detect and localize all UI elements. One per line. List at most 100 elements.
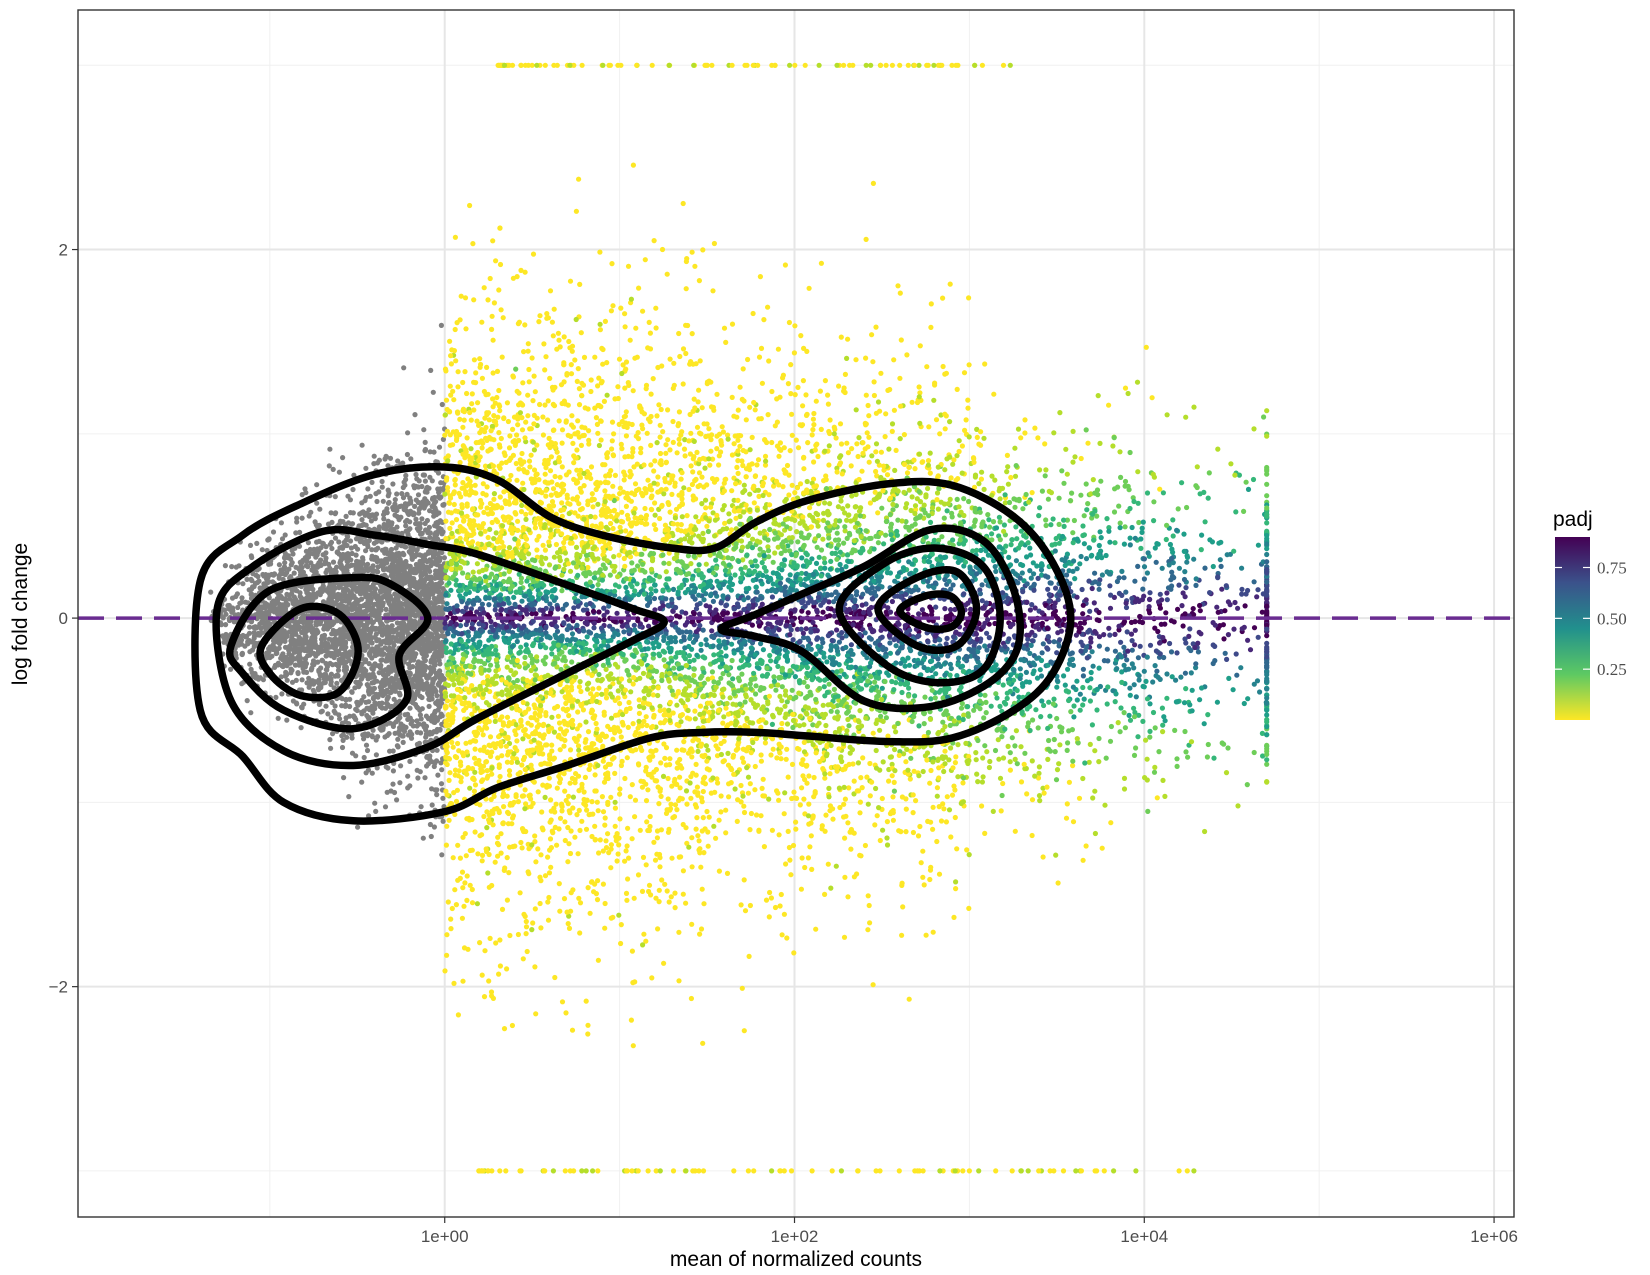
data-point xyxy=(341,568,347,574)
data-point xyxy=(435,772,441,778)
data-point xyxy=(422,439,428,445)
data-point xyxy=(428,574,434,580)
data-point xyxy=(408,583,414,589)
data-point xyxy=(375,734,381,740)
data-point xyxy=(1127,717,1134,723)
data-point xyxy=(303,490,309,496)
data-point xyxy=(996,514,1003,520)
data-point xyxy=(296,634,302,640)
data-point xyxy=(410,723,416,729)
data-point xyxy=(570,440,576,446)
data-point xyxy=(223,622,229,628)
data-point xyxy=(352,543,358,550)
data-point xyxy=(362,624,368,631)
data-point xyxy=(239,650,245,657)
data-point xyxy=(361,521,367,528)
data-point xyxy=(433,649,439,655)
data-point xyxy=(315,659,321,665)
data-point xyxy=(419,706,425,712)
data-point xyxy=(414,718,420,724)
data-point xyxy=(665,775,671,782)
data-point xyxy=(352,562,358,568)
data-point xyxy=(853,407,859,413)
data-point xyxy=(208,589,214,595)
data-point xyxy=(331,685,337,691)
data-point xyxy=(398,763,404,769)
data-point xyxy=(441,555,447,561)
data-point xyxy=(536,319,542,325)
data-point xyxy=(585,729,592,735)
data-point xyxy=(891,357,897,363)
data-point xyxy=(576,747,582,753)
data-point xyxy=(347,538,354,544)
data-point xyxy=(645,787,651,793)
data-point xyxy=(361,754,367,761)
data-point xyxy=(301,669,307,675)
data-point xyxy=(566,713,572,719)
data-point xyxy=(592,772,598,778)
data-point xyxy=(338,558,344,564)
data-point xyxy=(618,940,624,947)
data-point xyxy=(332,535,339,541)
data-point xyxy=(414,476,420,482)
data-point xyxy=(976,481,982,487)
data-point xyxy=(361,568,367,574)
data-point xyxy=(265,537,271,543)
data-point xyxy=(561,334,567,340)
data-point xyxy=(379,478,385,485)
data-point xyxy=(435,599,441,605)
data-point xyxy=(401,543,407,549)
data-point xyxy=(341,638,347,644)
data-point xyxy=(348,521,355,527)
data-point xyxy=(430,606,436,612)
data-point xyxy=(593,415,600,421)
data-point xyxy=(365,544,371,550)
data-point xyxy=(1039,698,1045,704)
data-point xyxy=(344,734,350,740)
data-point xyxy=(424,673,430,679)
data-point xyxy=(308,667,314,673)
data-point xyxy=(384,556,390,562)
data-point xyxy=(532,833,538,839)
data-point xyxy=(766,492,772,498)
data-point xyxy=(389,703,395,710)
data-point xyxy=(379,621,385,627)
data-point xyxy=(251,635,257,641)
data-point xyxy=(694,424,701,430)
data-point xyxy=(374,498,380,505)
data-point xyxy=(617,791,623,797)
data-point xyxy=(235,604,241,611)
data-point xyxy=(378,680,384,686)
data-point xyxy=(371,649,377,655)
data-point xyxy=(332,636,338,643)
data-point xyxy=(284,717,290,723)
data-point xyxy=(401,552,407,558)
data-point xyxy=(439,713,445,719)
data-point xyxy=(481,994,488,1000)
data-point xyxy=(658,760,664,766)
data-point xyxy=(316,686,322,692)
data-point xyxy=(411,576,417,582)
data-point xyxy=(432,719,438,726)
data-point xyxy=(1007,750,1013,756)
data-point xyxy=(304,648,310,654)
data-point xyxy=(414,704,420,710)
data-point xyxy=(321,676,327,682)
data-point xyxy=(827,417,833,423)
data-point xyxy=(247,542,254,549)
data-point xyxy=(571,460,577,466)
data-point xyxy=(1036,770,1042,777)
data-point xyxy=(1126,712,1132,719)
data-point xyxy=(432,659,438,665)
data-point xyxy=(308,678,314,684)
data-point xyxy=(982,361,988,367)
data-point xyxy=(339,544,345,550)
data-point xyxy=(292,649,298,655)
data-point xyxy=(433,499,439,505)
data-point xyxy=(325,599,331,605)
data-point xyxy=(374,765,380,771)
data-point xyxy=(369,703,375,709)
data-point xyxy=(1134,379,1141,385)
data-point xyxy=(316,667,322,673)
data-point xyxy=(415,672,421,678)
